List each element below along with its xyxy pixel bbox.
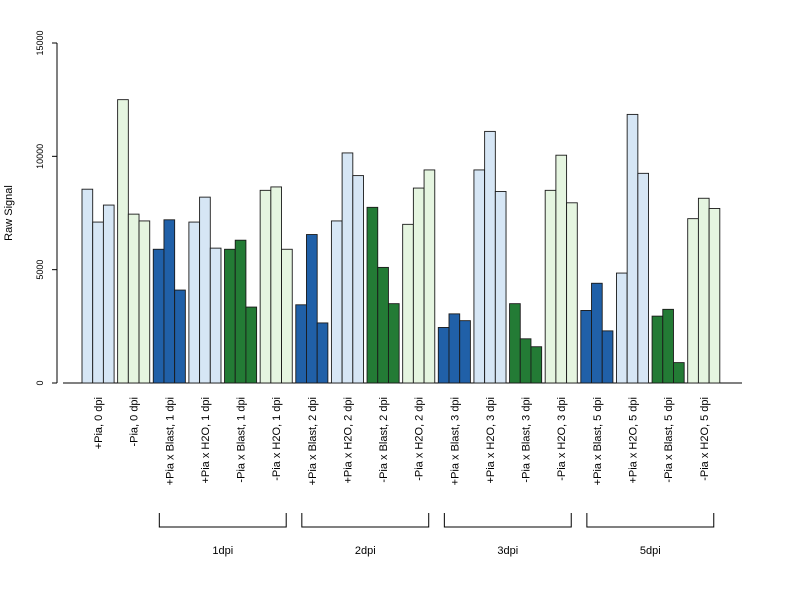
group-label: 3dpi [497,545,518,557]
bar [708,208,721,384]
category-label: +Pia x Blast, 3 dpi [449,397,461,485]
bar [566,202,578,384]
group-bracket [443,513,572,528]
bar [423,169,436,384]
bar [81,188,94,384]
category-label: +Pia x Blast, 5 dpi [592,397,604,485]
bar [377,266,389,384]
category-label: +Pia x H2O, 5 dpi [628,397,640,484]
bar [402,223,414,384]
bar [484,130,496,384]
bar [117,99,129,384]
category-label: +Pia x Blast, 1 dpi [164,397,176,485]
bar [163,219,176,384]
bar [591,282,603,384]
bar [281,248,293,384]
bars [81,99,721,384]
category-label: +Pia, 0 dpi [93,397,105,449]
category-label: +Pia x H2O, 1 dpi [200,397,212,484]
bar [174,289,186,384]
bar [412,187,425,384]
group-bracket [158,513,287,528]
group-label: 1dpi [212,545,233,557]
bar [637,172,649,384]
bar [259,189,272,384]
category-label: -Pia, 0 dpi [129,397,141,447]
bar [245,306,258,384]
bar [673,362,685,384]
bar [437,327,450,384]
category-label: -Pia x Blast, 3 dpi [521,397,533,483]
category-label: -Pia x H2O, 3 dpi [556,397,568,481]
bar [306,234,318,384]
bar [494,191,507,384]
bar [188,221,201,384]
bar [316,322,329,384]
bar [662,308,674,384]
category-labels: +Pia, 0 dpi -Pia, 0 dpi +Pia x Blast, 1 dp… [93,397,711,485]
bar [102,204,115,384]
group-label: 2dpi [355,545,376,557]
y-axis: 0 5000 10000 15000 [35,30,58,386]
bar [352,175,364,384]
y-tick-label: 10000 [35,144,45,169]
group-brackets: 1dpi 2dpi 3dpi 5dpi [158,513,715,557]
bar [152,248,165,384]
bar [530,346,543,384]
category-label: +Pia x H2O, 2 dpi [342,397,354,484]
bar [295,304,307,384]
bar [234,239,247,384]
bar [366,206,379,384]
bar [127,213,140,384]
bar [224,248,236,384]
category-label: +Pia x H2O, 3 dpi [485,397,497,484]
category-label: -Pia x Blast, 1 dpi [236,397,248,483]
bar [580,310,592,384]
bar [651,315,664,384]
bar [473,169,486,384]
bar [626,113,639,384]
category-label: -Pia x Blast, 5 dpi [663,397,675,483]
bar [330,220,343,384]
bar [270,186,283,384]
y-axis-title: Raw Signal [3,185,15,241]
group-label: 5dpi [640,545,661,557]
bar [697,197,710,384]
category-label: +Pia x Blast, 2 dpi [307,397,319,485]
category-label: -Pia x H2O, 5 dpi [699,397,711,481]
group-bracket [586,513,715,528]
group-bracket [301,513,430,528]
category-label: -Pia x Blast, 2 dpi [378,397,390,483]
bar [509,303,521,384]
bar [209,247,222,384]
category-label: -Pia x H2O, 1 dpi [271,397,283,481]
bar [138,220,151,384]
y-tick-label: 5000 [35,260,45,280]
bar [601,330,614,384]
bar [544,189,557,384]
bar [687,218,699,384]
bar [92,221,104,384]
bar [199,196,211,384]
bar [555,154,568,384]
y-tick-label: 0 [35,380,45,385]
bar [459,320,471,384]
category-label: -Pia x H2O, 2 dpi [414,397,426,481]
bar [616,272,628,384]
bar [519,338,532,384]
bar [448,313,461,384]
bar [341,152,354,384]
y-tick-label: 15000 [35,30,45,55]
bar [387,303,400,384]
